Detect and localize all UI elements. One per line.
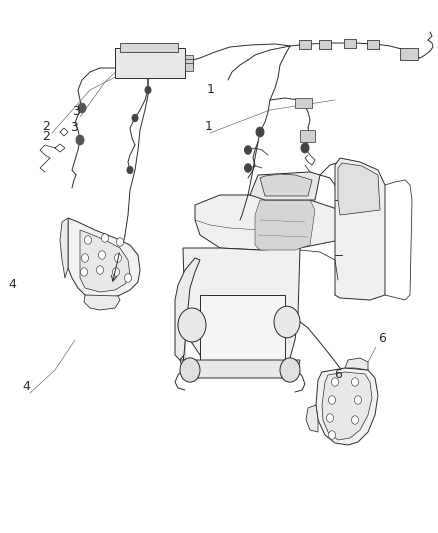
Text: 2: 2 xyxy=(42,120,50,133)
Polygon shape xyxy=(175,258,200,360)
Polygon shape xyxy=(318,40,330,49)
Polygon shape xyxy=(399,48,417,60)
Polygon shape xyxy=(84,295,120,310)
Polygon shape xyxy=(180,360,299,378)
Text: 6: 6 xyxy=(333,368,341,382)
Text: 3: 3 xyxy=(72,105,80,118)
Circle shape xyxy=(244,164,251,172)
Circle shape xyxy=(328,395,335,404)
Circle shape xyxy=(328,431,335,439)
Circle shape xyxy=(255,127,263,137)
Polygon shape xyxy=(80,230,130,292)
Polygon shape xyxy=(184,55,193,63)
Circle shape xyxy=(180,358,200,382)
Circle shape xyxy=(114,254,121,262)
Circle shape xyxy=(116,238,123,246)
Polygon shape xyxy=(298,40,310,49)
Circle shape xyxy=(300,143,308,153)
Polygon shape xyxy=(315,368,377,445)
Circle shape xyxy=(96,266,103,274)
Polygon shape xyxy=(184,59,193,67)
Circle shape xyxy=(81,254,88,262)
Polygon shape xyxy=(249,172,319,200)
Text: 1: 1 xyxy=(205,120,212,133)
Circle shape xyxy=(80,268,87,276)
Polygon shape xyxy=(366,40,378,49)
Polygon shape xyxy=(60,218,68,278)
Polygon shape xyxy=(254,200,314,250)
Circle shape xyxy=(354,395,360,404)
Polygon shape xyxy=(200,295,284,360)
Polygon shape xyxy=(337,163,379,215)
Circle shape xyxy=(279,358,299,382)
Text: 6: 6 xyxy=(377,332,385,345)
Text: 4: 4 xyxy=(22,380,30,393)
Circle shape xyxy=(101,234,108,243)
Polygon shape xyxy=(321,372,371,440)
Circle shape xyxy=(98,251,105,259)
Polygon shape xyxy=(68,218,140,298)
Text: 4: 4 xyxy=(9,278,17,291)
Polygon shape xyxy=(305,405,317,432)
Polygon shape xyxy=(194,195,349,250)
Polygon shape xyxy=(294,98,311,108)
Circle shape xyxy=(76,135,84,145)
Polygon shape xyxy=(299,130,314,142)
Circle shape xyxy=(244,146,251,154)
Polygon shape xyxy=(183,248,299,368)
Text: 2: 2 xyxy=(42,130,49,143)
Circle shape xyxy=(351,378,358,386)
Circle shape xyxy=(127,166,133,174)
Polygon shape xyxy=(343,39,355,48)
Polygon shape xyxy=(115,48,184,78)
Circle shape xyxy=(326,414,333,422)
Circle shape xyxy=(145,86,151,94)
Polygon shape xyxy=(334,158,384,300)
Circle shape xyxy=(331,378,338,386)
Circle shape xyxy=(78,103,86,113)
Circle shape xyxy=(112,268,119,276)
Circle shape xyxy=(177,308,205,342)
Circle shape xyxy=(84,236,91,244)
Polygon shape xyxy=(344,358,367,370)
Text: 3: 3 xyxy=(70,120,78,134)
Circle shape xyxy=(351,416,358,424)
Circle shape xyxy=(124,274,131,282)
Polygon shape xyxy=(259,174,311,196)
Circle shape xyxy=(273,306,299,338)
Polygon shape xyxy=(184,63,193,71)
Text: 1: 1 xyxy=(206,83,214,96)
Circle shape xyxy=(132,115,138,122)
Polygon shape xyxy=(120,43,177,52)
